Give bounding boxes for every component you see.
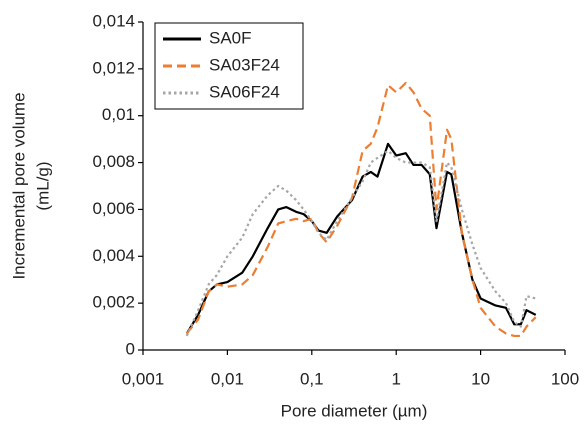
y-tick-label: 0,004 xyxy=(92,246,135,265)
y-tick-label: 0 xyxy=(126,339,135,358)
legend-label: SA0F xyxy=(209,28,252,47)
y-tick-label: 0,01 xyxy=(102,105,135,124)
y-axis-label: Incremental pore volume xyxy=(9,92,28,279)
x-tick-label: 0,001 xyxy=(122,369,165,388)
x-tick-label: 1 xyxy=(391,369,400,388)
data-line xyxy=(185,149,537,337)
legend-label: SA06F24 xyxy=(209,82,280,101)
y-axis-label: (mL/g) xyxy=(33,161,52,210)
y-tick-label: 0,008 xyxy=(92,152,135,171)
x-tick-label: 100 xyxy=(551,369,579,388)
x-tick-label: 0,1 xyxy=(300,369,324,388)
x-tick-label: 10 xyxy=(471,369,490,388)
y-tick-label: 0,012 xyxy=(92,58,135,77)
y-tick-label: 0,002 xyxy=(92,293,135,312)
data-line xyxy=(185,142,537,335)
y-tick-label: 0,014 xyxy=(92,11,135,30)
x-axis-label: Pore diameter (µm) xyxy=(281,401,428,420)
y-tick-label: 0,006 xyxy=(92,199,135,218)
legend-label: SA03F24 xyxy=(209,55,280,74)
data-line xyxy=(185,81,537,338)
x-tick-label: 0,01 xyxy=(211,369,244,388)
